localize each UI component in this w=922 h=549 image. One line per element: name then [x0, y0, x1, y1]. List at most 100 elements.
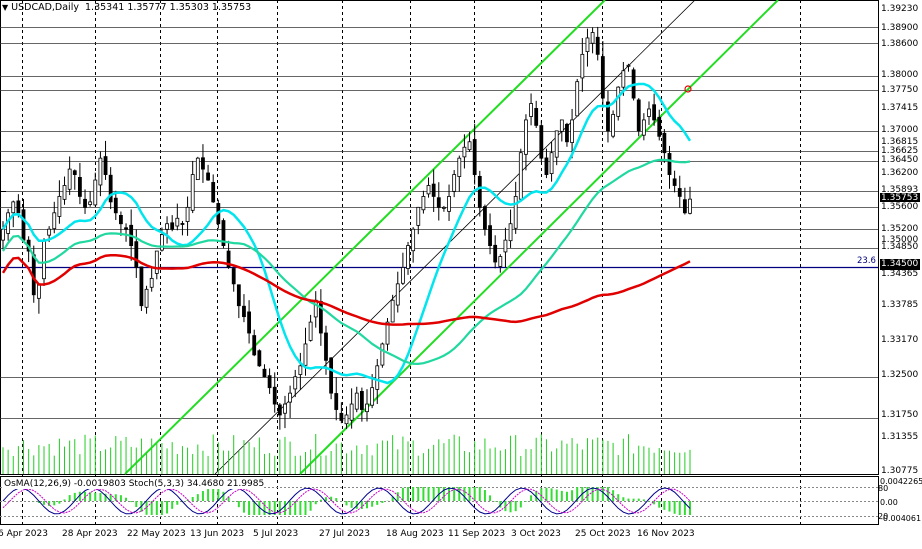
price-label: 1.31750 [880, 410, 920, 421]
candle-body [11, 201, 16, 214]
candle-body [134, 241, 139, 268]
candle-body [170, 222, 175, 230]
price-label: 1.33170 [881, 335, 919, 345]
candle-body [47, 228, 52, 236]
candle-body [611, 114, 615, 137]
candle-body [160, 234, 164, 251]
candle-body [195, 157, 200, 181]
candle-body [452, 174, 457, 192]
candle-body [539, 125, 544, 159]
price-label: 1.38900 [880, 23, 920, 34]
candle-body [513, 196, 518, 229]
candle-body [329, 357, 334, 394]
candle-body [98, 157, 103, 186]
candle-body [226, 250, 231, 268]
candle-body [652, 104, 657, 121]
candle-body [554, 130, 559, 158]
candle-body [247, 311, 251, 334]
candle-body [503, 239, 508, 253]
candle-body [293, 376, 298, 390]
candle-body [57, 196, 62, 217]
date-label: 6 Apr 2023 [0, 529, 48, 539]
candle-body [585, 37, 590, 53]
candle-body [349, 403, 354, 421]
candle-body [524, 119, 528, 155]
candle-body [272, 386, 277, 405]
candle-body [590, 32, 595, 44]
candle-body [442, 206, 446, 209]
candle-body [175, 217, 180, 227]
candle-body [677, 188, 682, 197]
candle-body [108, 174, 113, 203]
price-label: 1.30775 [881, 466, 919, 476]
candle-body [544, 157, 549, 175]
candle-body [72, 170, 77, 175]
candle-body [103, 156, 108, 175]
candle-body [472, 139, 477, 175]
oscillator-axis-label: 20 [878, 512, 889, 521]
candle-body [416, 206, 421, 226]
candle-body [580, 53, 585, 79]
candle-body [385, 321, 390, 345]
chart-symbol-header: ▼ USDCAD,Daily 1.35341 1.35777 1.35303 1.… [2, 2, 251, 13]
oscillator-pane-frame [0, 476, 879, 525]
candle-body [42, 239, 46, 280]
candle-body [185, 206, 190, 222]
candle-body [52, 212, 57, 230]
ohlc-values: 1.35341 1.35777 1.35303 1.35753 [85, 2, 252, 13]
candle-body [411, 228, 416, 252]
candle-body [565, 123, 569, 143]
stoch-main-line [2, 487, 691, 515]
candle-body [303, 343, 308, 366]
candle-body [406, 245, 410, 269]
candle-body [477, 175, 482, 208]
candle-body [206, 172, 210, 181]
price-label: 1.36815 [881, 137, 919, 147]
candle-body [626, 64, 631, 67]
price-label: 1.38000 [880, 70, 920, 81]
candle-body [498, 256, 503, 267]
price-label: 1.38600 [880, 39, 920, 50]
candle-body [559, 119, 564, 132]
candle-body [201, 157, 205, 170]
date-label: 3 Oct 2023 [511, 529, 561, 539]
ma-mid-line [2, 158, 691, 366]
date-label: 27 Jul 2023 [319, 529, 370, 539]
candle-body [180, 223, 185, 225]
candle-body [119, 214, 123, 225]
candle-body [88, 201, 93, 205]
channel-line [124, 0, 606, 475]
price-label: 1.34500 [880, 259, 920, 270]
price-label: 1.36450 [880, 155, 920, 166]
candle-body [400, 267, 405, 284]
price-label: 1.36200 [881, 168, 919, 178]
candle-body [78, 177, 82, 197]
candle-body [375, 365, 380, 390]
candle-body [672, 178, 677, 186]
candle-body [16, 200, 21, 214]
candle-body [662, 132, 667, 154]
candle-body [647, 108, 651, 117]
candle-body [334, 393, 339, 410]
candle-body [488, 225, 492, 247]
candle-body [62, 185, 67, 200]
oscillator-axis-label: 80 [878, 484, 889, 493]
candle-body [616, 86, 621, 117]
price-label: 1.35200 [880, 224, 920, 235]
main-pane-frame [0, 0, 879, 475]
date-label: 5 Jul 2023 [253, 529, 299, 539]
candle-body [67, 168, 72, 190]
date-label: 13 Jun 2023 [190, 529, 245, 539]
candle-body [190, 174, 195, 211]
candle-body [149, 277, 154, 288]
channel-line [299, 0, 779, 475]
price-label: 1.36625 [880, 146, 920, 157]
ma-slow-line [1, 254, 691, 326]
date-label: 28 Apr 2023 [62, 529, 118, 539]
candle-body [231, 268, 236, 285]
dropdown-triangle-icon[interactable]: ▼ [2, 3, 9, 12]
candle-body [657, 116, 662, 137]
price-label: 1.35000 [881, 235, 919, 245]
candle-body [595, 36, 600, 55]
